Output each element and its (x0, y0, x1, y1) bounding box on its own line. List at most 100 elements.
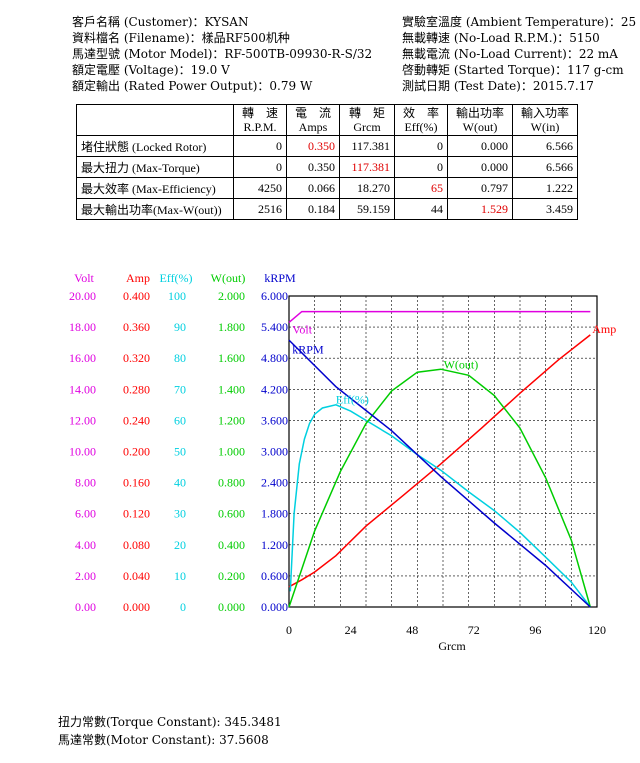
axis-head-3: W(out) (211, 271, 246, 285)
test-date-line: 測試日期 (Test Date)：2015.7.17 (402, 79, 594, 93)
y-tick-label: 6.000 (261, 289, 288, 303)
table-cell: 6.566 (512, 156, 578, 178)
x-axis-label: Grcm (438, 639, 466, 653)
no-load-rpm-line: 無載轉速 (No-Load R.P.M.)：5150 (402, 31, 600, 45)
y-tick-label: 0.040 (123, 569, 150, 583)
curve-label: W(out) (444, 357, 479, 371)
table-cell: 0.066 (286, 177, 340, 199)
header-cell: 轉 矩 Grcm (339, 104, 395, 136)
table-cell: 18.270 (339, 177, 395, 199)
table-cell: 4250 (233, 177, 287, 199)
row-label: 堵住狀態 (Locked Rotor) (76, 135, 234, 157)
y-tick-label: 0.280 (123, 382, 150, 396)
y-tick-label: 1.200 (261, 538, 288, 552)
y-tick-label: 2.00 (75, 569, 96, 583)
table-row: 最大效率 (Max-Efficiency) 4250 0.066 18.270 65 0.… (76, 177, 578, 199)
y-tick-label: 30 (174, 507, 186, 521)
started-torque-line: 啓動轉矩 (Started Torque)：117 g-cm (402, 63, 624, 77)
y-tick-label: 4.200 (261, 382, 288, 396)
table-cell: 0.184 (286, 198, 340, 220)
y-tick-label: 12.00 (69, 413, 96, 427)
curve-label: kRPM (292, 342, 324, 356)
y-tick-label: 0.600 (218, 507, 245, 521)
y-tick-label: 10 (174, 569, 186, 583)
y-tick-label: 3.000 (261, 445, 288, 459)
y-tick-label: 0.080 (123, 538, 150, 552)
y-tick-label: 0.400 (218, 538, 245, 552)
y-tick-label: 4.00 (75, 538, 96, 552)
header-cell: 電 流 Amps (286, 104, 340, 136)
y-tick-label: 60 (174, 413, 186, 427)
curve-label: Volt (292, 322, 312, 336)
table-cell: 0 (233, 135, 287, 157)
y-tick-label: 2.400 (261, 476, 288, 490)
table-cell: 0 (394, 156, 448, 178)
x-tick-label: 48 (406, 623, 418, 637)
y-tick-label: 1.800 (261, 507, 288, 521)
header-cell: 輸入功率 W(in) (512, 104, 578, 136)
performance-chart: Volt Amp Eff(%) W(out) kRPM 20.00 18.00 16.00 1… (69, 271, 616, 653)
rated-output-line: 額定輸出 (Rated Power Output)：0.79 W (72, 79, 313, 93)
table-cell: 1.529 (447, 198, 513, 220)
torque-constant: 扭力常數(Torque Constant): 345.3481 (58, 715, 282, 729)
table-row: 堵住狀態 (Locked Rotor) 0 0.350 117.381 0 0.000 6.… (76, 135, 578, 157)
x-tick-label: 24 (345, 623, 357, 637)
table-cell: 65 (394, 177, 448, 199)
y-tick-label: 0.000 (218, 600, 245, 614)
y-tick-label: 0.000 (123, 600, 150, 614)
table-cell: 59.159 (339, 198, 395, 220)
table-row: 最大輸出功率(Max-W(out)) 2516 0.184 59.159 44 1.529… (76, 198, 578, 220)
header-cell (76, 104, 234, 136)
y-tick-label: 3.600 (261, 413, 288, 427)
y-tick-label: 1.200 (218, 413, 245, 427)
y-tick-label: 8.00 (75, 476, 96, 490)
y-tick-label: 5.400 (261, 320, 288, 334)
table-cell: 0.350 (286, 135, 340, 157)
row-label: 最大扭力 (Max-Torque) (76, 156, 234, 178)
customer-line: 客戶名稱 (Customer)：KYSAN (72, 15, 249, 29)
header-cell: 轉 速 R.P.M. (233, 104, 287, 136)
table-cell: 117.381 (339, 135, 395, 157)
series-line-eff (289, 404, 591, 608)
table-cell: 3.459 (512, 198, 578, 220)
motor-model-line: 馬達型號 (Motor Model)：RF-500TB-09930-R-S/32 (72, 47, 373, 61)
y-tick-label: 10.00 (69, 445, 96, 459)
x-tick-label: 72 (468, 623, 480, 637)
table-cell: 0.797 (447, 177, 513, 199)
voltage-line: 額定電壓 (Voltage)：19.0 V (72, 63, 230, 77)
series-line-krpm (288, 339, 591, 608)
y-tick-label: 100 (168, 289, 186, 303)
y-tick-label: 16.00 (69, 351, 96, 365)
row-label: 最大輸出功率(Max-W(out)) (76, 198, 234, 220)
table-cell: 44 (394, 198, 448, 220)
table-cell: 0 (394, 135, 448, 157)
y-tick-label: 1.000 (218, 445, 245, 459)
y-tick-label: 0.320 (123, 351, 150, 365)
table-row: 最大扭力 (Max-Torque) 0 0.350 117.381 0 0.000 6.56… (76, 156, 578, 178)
y-tick-label: 6.00 (75, 507, 96, 521)
y-tick-label: 14.00 (69, 382, 96, 396)
y-tick-label: 40 (174, 476, 186, 490)
table-cell: 0.000 (447, 135, 513, 157)
axis-head-0: Volt (74, 271, 94, 285)
series-line-volt (288, 310, 591, 323)
y-tick-label: 20 (174, 538, 186, 552)
y-tick-label: 1.600 (218, 351, 245, 365)
y-tick-label: 1.800 (218, 320, 245, 334)
y-tick-label: 0.800 (218, 476, 245, 490)
y-tick-label: 4.800 (261, 351, 288, 365)
table-cell: 1.222 (512, 177, 578, 199)
y-tick-label: 80 (174, 351, 186, 365)
y-tick-label: 0.240 (123, 413, 150, 427)
table-cell: 117.381 (339, 156, 395, 178)
y-tick-label: 0.120 (123, 507, 150, 521)
y-tick-label: 50 (174, 445, 186, 459)
x-tick-label: 120 (588, 623, 606, 637)
y-tick-label: 70 (174, 382, 186, 396)
y-tick-label: 0.600 (261, 569, 288, 583)
y-tick-label: 0 (180, 600, 186, 614)
table-cell: 0.350 (286, 156, 340, 178)
motor-constant: 馬達常數(Motor Constant): 37.5608 (58, 733, 269, 747)
table-cell: 2516 (233, 198, 287, 220)
table-cell: 0 (233, 156, 287, 178)
